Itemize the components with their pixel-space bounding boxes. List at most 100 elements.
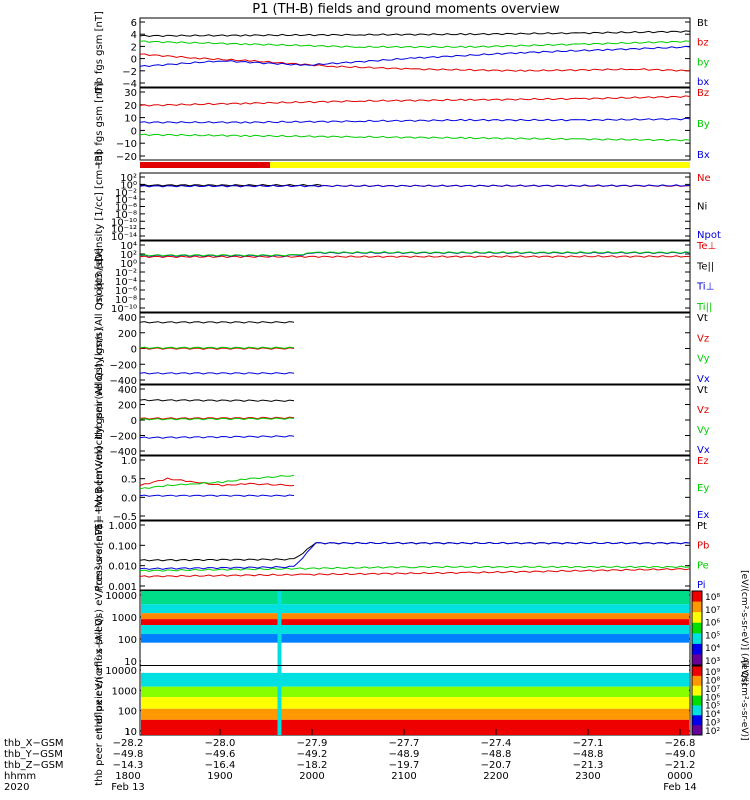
series-line-Bt [139, 30, 691, 38]
footer-value: 0000 [667, 771, 692, 782]
colorbar-segment [692, 685, 702, 697]
y-tick-label: 200 [118, 329, 137, 340]
heatmap-band [141, 633, 689, 643]
colorbar-segment [692, 633, 702, 645]
legend-entry: By [697, 119, 710, 130]
colorbar-frame [691, 665, 703, 736]
colorbar-tick-label: 10² [705, 727, 720, 737]
series-line-Bz [139, 95, 691, 107]
colorbar-tick-label: 10⁷ [705, 606, 720, 616]
panel-frame [139, 240, 691, 313]
y-tick-label: 10² [120, 173, 137, 184]
y-tick-label: 10⁻¹⁴ [111, 232, 137, 243]
colorbar-segment [692, 622, 702, 634]
colorbar-tick-label: 10⁶ [705, 619, 720, 629]
y-tick-label: 10⁻⁶ [115, 286, 137, 297]
legend-entry: Bt [697, 18, 708, 29]
footer-value: −28.0 [205, 738, 236, 749]
y-tick-label: 10000 [105, 591, 137, 602]
footer-value: −49.0 [665, 749, 696, 760]
y-tick-label: −20 [116, 152, 137, 163]
y-tick-label: 400 [118, 313, 137, 324]
legend-entry: Pi [697, 580, 706, 591]
heatmap-band [141, 666, 689, 673]
series-line-by [139, 40, 691, 49]
y-tick-label: 1.000 [108, 521, 137, 532]
footer-value: −27.4 [481, 738, 512, 749]
series-line-Vy [139, 346, 295, 350]
y-tick-label: 10⁻¹⁰ [111, 217, 137, 228]
footer-value: −19.7 [389, 760, 420, 771]
colorbar-segment [692, 715, 702, 726]
y-axis-label: thb peir en eflux (All Qs) eV/(cm²-s-sr-… [94, 525, 105, 732]
colorbar-tick-label: 10⁴ [705, 644, 720, 654]
series-line-Npot [139, 184, 691, 188]
panel-9: 10000 1000 100 10 thb peir en eflux (All Qs)… [94, 525, 749, 732]
footer-value: −49.6 [205, 749, 236, 760]
y-tick-label: 10⁻² [115, 268, 137, 279]
y-tick-label: 100 [118, 707, 137, 718]
colorbar-tick-label: 10⁸ [705, 593, 720, 603]
heatmap-gap [277, 666, 282, 735]
legend-entry: Ey [697, 483, 709, 494]
colorbar-tick-label: 10⁷ [705, 685, 720, 695]
footer-value: −27.1 [573, 738, 604, 749]
y-tick-label: 10 [124, 114, 137, 125]
heatmap-band [141, 686, 689, 698]
panel-6: 400 200 0 −200 −400 thb peer velocity gsm (Al… [94, 328, 710, 512]
footer-value: −21.3 [573, 760, 604, 771]
y-tick-label: 30 [124, 88, 137, 99]
legend-entry: Vx [697, 445, 710, 456]
series-line-Ey [139, 474, 295, 490]
legend-entry: Vx [697, 374, 710, 385]
y-tick-label: 0.001 [108, 582, 137, 593]
colorbar-segment [692, 591, 702, 603]
y-tick-label: 0 [131, 126, 137, 137]
plot-title: P1 (TH-B) fields and ground moments over… [252, 2, 560, 17]
heatmap-band [141, 613, 689, 620]
footer-value: −26.8 [665, 738, 696, 749]
series-line-Pb [139, 568, 691, 578]
series-line-Bx [139, 117, 691, 124]
y-tick-label: 0.010 [108, 562, 137, 573]
footer-date-start: Feb 13 [111, 782, 145, 793]
colorbar-segment [692, 643, 702, 655]
mode-bar-yellow [140, 162, 690, 168]
legend-entry: by [697, 57, 709, 68]
panel-2: 30 20 100 −10 −20 thb fgs gsm [nT] Bz By Bx [94, 83, 710, 166]
footer-value: 2100 [391, 771, 416, 782]
footer-value: −27.7 [389, 738, 420, 749]
y-axis-label: Density [1/cc] [cm−3] [94, 151, 105, 262]
footer-year: 2020 [4, 782, 29, 793]
y-tick-label: 1000 [112, 686, 137, 697]
heatmap-band [141, 719, 689, 735]
panel-frame [139, 87, 691, 161]
y-tick-label: 10⁻¹² [111, 225, 137, 236]
panel-1: 642 0−2−4 thb fgs gsm [nT] Bt bz by bx [94, 11, 709, 94]
legend-entry: Bx [697, 150, 710, 161]
series-line-Vz [139, 347, 295, 350]
y-tick-label: 10⁴ [120, 241, 137, 252]
legend-entry: Vy [697, 425, 710, 436]
y-tick-label: 0 [131, 55, 137, 66]
colorbar-segment [692, 675, 702, 687]
heatmap-band [141, 708, 689, 720]
legend-entry: Pt [697, 521, 707, 532]
colorbar-tick-label: 10⁶ [705, 693, 720, 703]
y-axis-label: thb peer en eflux eV/(cm²-s-sr-eV) [94, 615, 105, 786]
y-tick-label: −10 [116, 139, 137, 150]
y-tick-label: 6 [131, 18, 137, 29]
series-line-Ex [139, 494, 295, 497]
colorbar-segment [692, 695, 702, 706]
y-tick-label: 10 [124, 657, 137, 668]
footer-value: −14.3 [113, 760, 144, 771]
series-line-Vt [139, 398, 295, 402]
series-line-Ti|| [139, 251, 691, 257]
y-tick-label: 400 [118, 385, 137, 396]
y-tick-label: 0.0 [121, 493, 137, 504]
y-tick-label: 10 [124, 727, 137, 738]
panel-10: 10000 1000 100 10 thb peer en eflux eV/(cm²-… [94, 615, 749, 786]
